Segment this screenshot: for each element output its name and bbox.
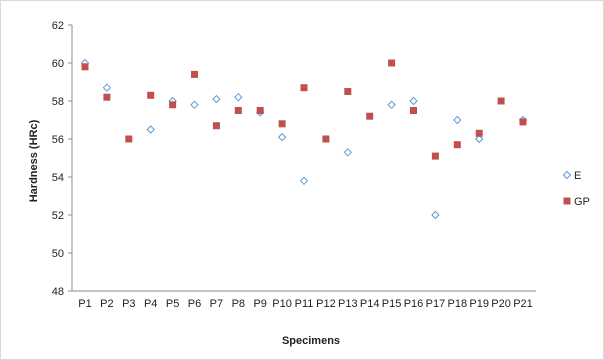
point-e xyxy=(212,94,221,104)
point-gp xyxy=(431,152,439,160)
point-gp xyxy=(366,112,374,120)
point-e xyxy=(387,100,396,110)
point-gp xyxy=(147,91,155,99)
legend: E GP xyxy=(562,170,590,208)
point-e xyxy=(343,148,353,157)
x-tick-label: P5 xyxy=(166,298,179,310)
y-axis: 48 50 52 54 56 58 60 62 xyxy=(52,20,73,298)
x-tick-label: P4 xyxy=(144,298,157,310)
point-gp xyxy=(212,122,220,130)
point-gp xyxy=(169,101,177,109)
point-e xyxy=(190,100,199,110)
point-e xyxy=(234,92,243,102)
point-gp xyxy=(410,107,417,114)
x-tick-label: P13 xyxy=(338,298,358,310)
x-tick-label: P3 xyxy=(122,298,135,310)
x-tick-label: P17 xyxy=(426,298,446,310)
point-gp xyxy=(322,135,330,143)
x-tick-label: P1 xyxy=(78,298,91,310)
legend-marker-gp xyxy=(563,197,571,205)
x-tick-label: P10 xyxy=(272,298,292,310)
x-tick-label: P8 xyxy=(232,298,245,310)
y-tick-label: 48 xyxy=(52,286,64,298)
x-tick-label: P15 xyxy=(382,298,402,310)
legend-label-gp: GP xyxy=(574,196,590,208)
point-e xyxy=(474,134,484,144)
legend-marker-e xyxy=(562,170,572,180)
point-gp xyxy=(191,70,198,78)
x-axis: P1 P2 P3 P4 P5 P6 P7 P8 P9 P10 P11 P12 P13 P14 P15 P16 P… xyxy=(72,290,536,310)
x-tick-label: P21 xyxy=(513,298,533,310)
x-tick-label: P6 xyxy=(188,298,201,310)
point-e xyxy=(277,132,287,142)
x-tick-label: P2 xyxy=(100,298,113,310)
y-tick-label: 54 xyxy=(52,172,64,184)
y-tick-label: 58 xyxy=(52,96,64,108)
x-tick-label: P12 xyxy=(316,298,336,310)
point-gp xyxy=(300,84,308,92)
point-gp xyxy=(234,107,242,114)
point-gp xyxy=(475,129,483,137)
point-e xyxy=(299,176,309,186)
point-gp xyxy=(388,59,396,67)
point-gp xyxy=(519,118,527,126)
point-e xyxy=(409,96,418,106)
y-tick-label: 62 xyxy=(52,20,64,32)
point-e xyxy=(146,125,155,134)
point-gp xyxy=(103,93,111,101)
y-tick-label: 52 xyxy=(52,210,64,222)
y-tick-label: 50 xyxy=(52,248,64,260)
x-tick-label: P16 xyxy=(404,298,424,310)
point-gp xyxy=(453,141,461,149)
point-gp xyxy=(344,88,352,95)
data-points xyxy=(80,58,528,220)
x-tick-label: P18 xyxy=(448,298,468,310)
point-e xyxy=(453,115,462,125)
y-axis-title: Hardness (HRc) xyxy=(28,119,40,202)
point-gp xyxy=(81,63,89,71)
point-gp xyxy=(278,120,286,128)
x-tick-label: P11 xyxy=(295,298,314,310)
point-gp xyxy=(497,97,505,105)
y-tick-label: 60 xyxy=(52,58,64,70)
x-tick-label: P20 xyxy=(491,298,511,310)
x-tick-label: P19 xyxy=(469,298,489,310)
y-tick-label: 56 xyxy=(52,134,64,146)
x-tick-label: P7 xyxy=(210,298,223,310)
point-e xyxy=(102,83,112,92)
x-tick-label: P14 xyxy=(360,298,380,310)
legend-label-e: E xyxy=(574,170,581,182)
point-e xyxy=(431,210,440,220)
x-tick-label: P9 xyxy=(253,298,266,310)
x-axis-title: Specimens xyxy=(282,335,340,347)
point-gp xyxy=(125,135,133,143)
point-gp xyxy=(256,107,264,114)
